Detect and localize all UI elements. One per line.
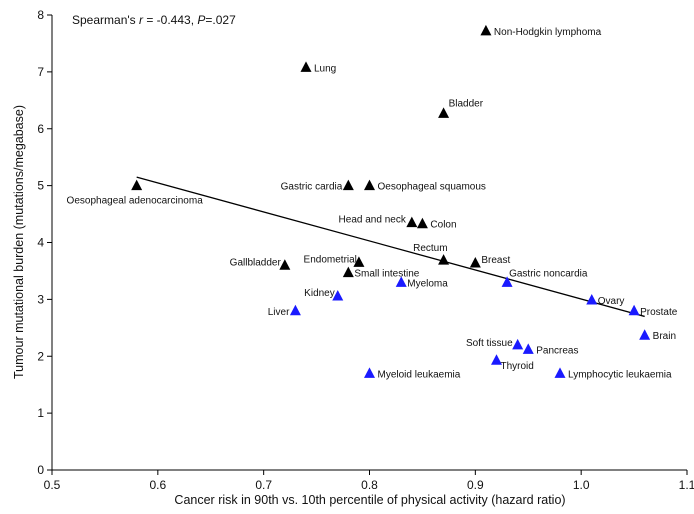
- data-point-label: Breast: [481, 255, 510, 266]
- data-point-marker: [480, 24, 492, 36]
- x-axis-title: Cancer risk in 90th vs. 10th percentile …: [174, 493, 565, 507]
- y-tick-label: 1: [37, 406, 44, 420]
- data-point-label: Brain: [653, 331, 676, 342]
- data-point-label: Oesophageal squamous: [378, 182, 486, 193]
- data-point-label: Small intestine: [354, 269, 419, 280]
- annotation-p-value: =.027: [205, 13, 236, 27]
- data-point-label: Head and neck: [339, 215, 407, 226]
- data-point-marker: [438, 254, 450, 265]
- annotation-r-symbol: r: [139, 13, 144, 27]
- data-point-marker: [416, 217, 428, 229]
- data-points: Non-Hodgkin lymphoma Lung Bladder Oesophage…: [67, 24, 678, 380]
- data-point-label: Non-Hodgkin lymphoma: [494, 27, 602, 38]
- y-tick-label: 7: [37, 65, 44, 79]
- data-point-label: Gastric cardia: [281, 182, 343, 193]
- data-point-label: Myeloid leukaemia: [378, 369, 461, 380]
- data-point-label: Gastric noncardia: [509, 268, 588, 279]
- data-point-label: Liver: [268, 307, 290, 318]
- data-point-label: Kidney: [304, 288, 335, 299]
- y-tick-label: 0: [37, 463, 44, 477]
- data-point-label: Pancreas: [536, 345, 578, 356]
- annotation-r-value: = -0.443,: [143, 13, 197, 27]
- data-point-label: Gallbladder: [230, 257, 282, 268]
- data-point-label: Lung: [314, 63, 336, 74]
- data-point-marker: [353, 256, 365, 267]
- data-point-marker: [501, 276, 513, 287]
- y-tick-label: 4: [37, 236, 44, 250]
- y-tick-label: 8: [37, 8, 44, 22]
- y-axis-title: Tumour mutational burden (mutations/mega…: [12, 105, 26, 379]
- data-point-label: Bladder: [449, 98, 484, 109]
- data-point-marker: [300, 61, 312, 72]
- x-tick-label: 0.7: [255, 478, 272, 492]
- x-tick-label: 1.0: [573, 478, 590, 492]
- y-tick-label: 6: [37, 122, 44, 136]
- x-tick-label: 0.6: [149, 478, 166, 492]
- data-point-label: Thyroid: [501, 361, 534, 372]
- x-tick-label: 0.5: [44, 478, 61, 492]
- y-tick-label: 5: [37, 179, 44, 193]
- data-point-marker: [289, 304, 301, 316]
- y-tick-label: 3: [37, 292, 44, 306]
- data-point-label: Oesophageal adenocarcinoma: [67, 196, 204, 207]
- data-point-marker: [628, 304, 640, 316]
- data-point-label: Prostate: [640, 307, 678, 318]
- data-point-marker: [469, 256, 481, 268]
- data-point-label: Soft tissue: [466, 338, 513, 349]
- data-point-marker: [342, 179, 354, 191]
- x-tick-label: 0.8: [361, 478, 378, 492]
- data-point-marker: [639, 329, 651, 340]
- x-tick-label: 0.9: [467, 478, 484, 492]
- data-point-marker: [554, 367, 566, 378]
- annotation-prefix: Spearman's: [72, 13, 139, 27]
- data-point-marker: [512, 338, 524, 350]
- data-point-marker: [279, 259, 291, 270]
- spearman-annotation: Spearman's r = -0.443, P=.027: [72, 13, 236, 27]
- data-point-label: Ovary: [598, 296, 625, 307]
- data-point-label: Rectum: [413, 243, 447, 254]
- x-tick-label: 1.1: [679, 478, 694, 492]
- data-point-marker: [395, 276, 407, 287]
- data-point-marker: [131, 179, 143, 191]
- axes: 0.5 0.6 0.7 0.8 0.9 1.0 1.1 0 1 2 3 4 5 6 7 8: [37, 8, 694, 492]
- trend-line: [136, 176, 645, 318]
- data-point-marker: [522, 343, 534, 354]
- annotation-p-symbol: P: [197, 13, 205, 27]
- data-point-label: Colon: [430, 220, 456, 231]
- data-point-marker: [586, 293, 598, 305]
- data-point-marker: [406, 216, 418, 228]
- data-point-label: Myeloma: [407, 278, 448, 289]
- data-point-marker: [438, 107, 450, 118]
- data-point-label: Lymphocytic leukaemia: [568, 369, 672, 380]
- data-point-label: Endometrial: [304, 254, 357, 265]
- data-point-marker: [332, 289, 344, 301]
- y-tick-label: 2: [37, 349, 44, 363]
- data-point-marker: [364, 179, 375, 191]
- data-point-marker: [491, 354, 502, 365]
- trend-line-group: [136, 176, 645, 318]
- data-point-marker: [364, 367, 375, 378]
- data-point-marker: [342, 266, 354, 278]
